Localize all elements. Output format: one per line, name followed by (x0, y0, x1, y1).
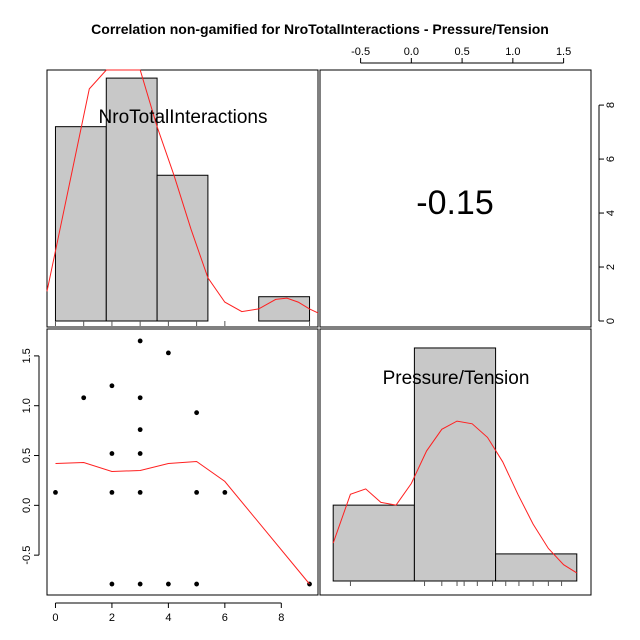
scatter-point (109, 451, 115, 456)
panel-top-right (319, 69, 592, 328)
hist1-bar (105, 77, 158, 322)
scatter-point (137, 451, 143, 456)
hist1-bar (54, 126, 107, 322)
hist2-bar (413, 347, 497, 582)
x-bottom-tick-label: 4 (165, 612, 171, 624)
correlation-value: -0.15 (416, 184, 494, 222)
hist1-density-line (46, 69, 319, 314)
hist1-bar (258, 296, 311, 322)
x-top-tick-label: -0.5 (351, 46, 370, 58)
y-right-tick-label: 0 (605, 318, 617, 324)
y-right-tick-label: 4 (605, 210, 617, 216)
y-right-tick-label: 2 (605, 264, 617, 270)
scatter-panel (53, 338, 312, 587)
scatter-point (165, 350, 171, 356)
smooth-line (55, 460, 310, 585)
panel-bottom-left (46, 328, 319, 596)
scatter-point (137, 395, 143, 401)
hist2-bar (495, 553, 578, 582)
hist2-density-line (332, 420, 578, 574)
x-bottom-tick-label: 2 (109, 612, 115, 624)
y-right-tick-label: 6 (605, 156, 617, 162)
scatter-point (165, 581, 171, 587)
x-top-tick-label: 1.0 (505, 46, 520, 58)
x-top-tick-label: 0.0 (404, 46, 419, 58)
scatter-point (137, 338, 143, 344)
x-bottom-tick-label: 0 (52, 612, 58, 624)
scatter-point (194, 489, 200, 495)
panel-top-left (46, 69, 319, 328)
scatter-point (81, 395, 87, 401)
scatter-point (109, 489, 115, 495)
scatter-point (137, 489, 143, 495)
scatter-point (194, 581, 200, 587)
histogram-pressure-tension (332, 347, 578, 586)
variable-label-pressure-tension: Pressure/Tension (383, 368, 530, 389)
scatter-point (137, 581, 143, 587)
scatter-point (53, 489, 58, 495)
variable-label-nrototalinteractions: NroTotalInteractions (99, 107, 268, 128)
x-bottom-tick-label: 6 (222, 612, 228, 624)
hist1-bar (156, 174, 209, 322)
chart-title: Correlation non-gamified for NroTotalInt… (91, 21, 549, 37)
hist2-bar (332, 504, 415, 582)
scatter-point (194, 410, 200, 416)
scatter-point (137, 427, 143, 433)
y-left-tick-label: 0.0 (21, 498, 33, 513)
y-left-tick-label: 1.0 (21, 398, 33, 413)
scatter-point (222, 489, 228, 495)
x-bottom-tick-label: 8 (278, 612, 284, 624)
y-right-tick-label: 8 (605, 102, 617, 108)
scatter-point (109, 581, 115, 587)
y-left-tick-label: -0.5 (21, 546, 33, 565)
y-left-tick-label: 1.5 (21, 348, 33, 363)
x-top-tick-label: 1.5 (556, 46, 571, 58)
scatter-point (109, 383, 115, 389)
axes: 0 2 4 6 8 -0.5 0.0 0.5 1.0 1.5 -0.5 0.0 0.5 1.0 1.5 0 2 4… (21, 46, 617, 624)
y-left-tick-label: 0.5 (21, 448, 33, 463)
histogram-nrototalinteractions (46, 69, 319, 326)
panel-bottom-right (319, 328, 592, 596)
x-top-tick-label: 0.5 (454, 46, 469, 58)
